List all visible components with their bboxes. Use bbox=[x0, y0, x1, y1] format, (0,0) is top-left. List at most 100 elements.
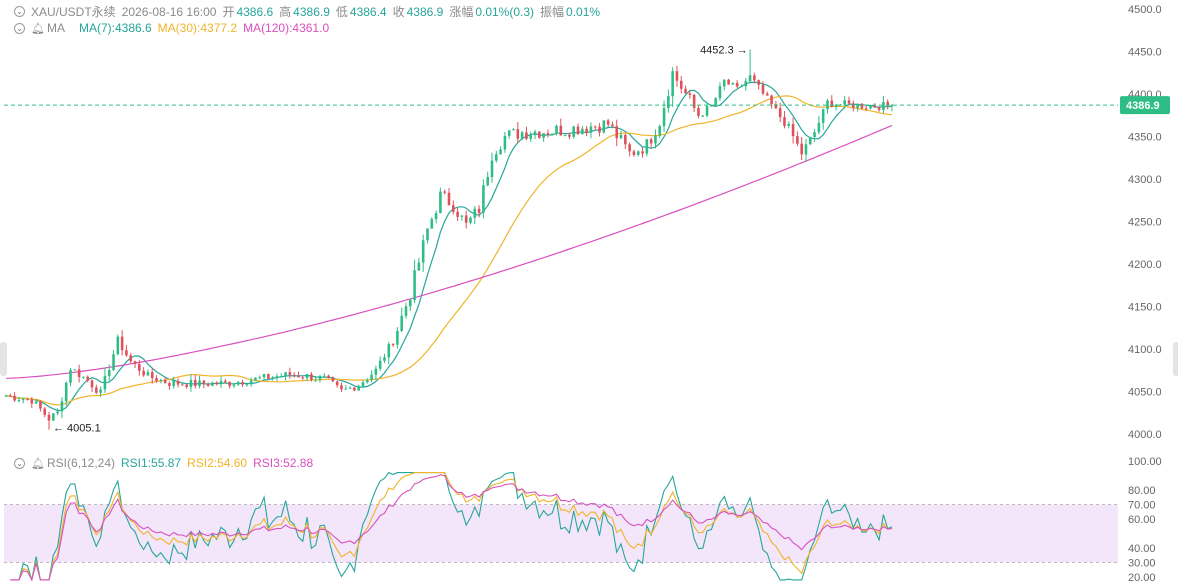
rsi-collapse-icon[interactable]: ⌄ bbox=[14, 457, 25, 469]
candle-body bbox=[538, 131, 541, 138]
price-tick-label: 4050.0 bbox=[1128, 387, 1162, 399]
candle-body bbox=[258, 377, 262, 379]
candle-body bbox=[90, 380, 94, 388]
candle-body bbox=[864, 108, 868, 110]
candle-body bbox=[697, 107, 700, 116]
candle-body bbox=[215, 382, 219, 385]
low-label: 低 bbox=[335, 5, 348, 19]
ma30-value: MA(30):4377.2 bbox=[157, 21, 238, 35]
candle-body bbox=[116, 336, 120, 355]
candle-body bbox=[172, 380, 176, 386]
candle-body bbox=[13, 395, 16, 401]
ma-name: MA bbox=[46, 21, 65, 35]
candle-body bbox=[357, 386, 360, 391]
candle-body bbox=[753, 75, 756, 81]
candle-body bbox=[856, 103, 859, 108]
candle-body bbox=[262, 374, 266, 378]
candle-body bbox=[800, 143, 803, 155]
candle-body bbox=[817, 122, 821, 133]
candle-body bbox=[206, 383, 210, 386]
change-label: 涨幅 bbox=[449, 5, 474, 19]
candle-body bbox=[236, 382, 240, 385]
candle-body bbox=[439, 191, 442, 214]
candle-body bbox=[529, 135, 533, 139]
candle-body bbox=[26, 399, 29, 401]
candle-body bbox=[254, 377, 257, 381]
candle-body bbox=[421, 240, 425, 263]
candle-body bbox=[628, 144, 631, 152]
candle-body bbox=[675, 71, 679, 81]
candle-body bbox=[288, 372, 292, 375]
candle-body bbox=[331, 377, 335, 382]
candle-body bbox=[632, 151, 636, 155]
candle-body bbox=[714, 98, 717, 106]
rsi2-value: RSI2:54.60 bbox=[187, 456, 248, 470]
candle-body bbox=[576, 126, 580, 135]
rsi-tick-label: 80.00 bbox=[1128, 485, 1156, 497]
candle-body bbox=[232, 384, 236, 387]
candle-body bbox=[460, 215, 464, 217]
candle-body bbox=[417, 262, 421, 271]
candle-body bbox=[834, 104, 838, 107]
candle-body bbox=[155, 378, 158, 382]
candle-body bbox=[146, 372, 150, 376]
candle-body bbox=[705, 106, 709, 116]
candle-body bbox=[396, 330, 399, 345]
candle-body bbox=[99, 389, 102, 393]
rsi-bell-icon[interactable]: 🔔︎ bbox=[31, 457, 45, 470]
candle-body bbox=[559, 125, 563, 136]
candle-body bbox=[572, 126, 576, 137]
price-tick-label: 4500.0 bbox=[1128, 4, 1162, 16]
amplitude-value: 0.01% bbox=[566, 4, 601, 19]
candle-body bbox=[813, 132, 816, 137]
candle-body bbox=[568, 134, 571, 137]
left-scroll-handle[interactable] bbox=[0, 342, 7, 376]
candle-body bbox=[344, 388, 348, 390]
candle-body bbox=[486, 176, 489, 186]
candle-body bbox=[443, 191, 446, 193]
price-tick-label: 4450.0 bbox=[1128, 47, 1162, 59]
candle-body bbox=[120, 336, 124, 351]
candle-body bbox=[495, 154, 498, 161]
candle-body bbox=[340, 385, 343, 390]
candle-body bbox=[383, 357, 386, 361]
candle-body bbox=[409, 300, 412, 307]
candle-body bbox=[791, 123, 795, 137]
rsi-line-rsi3 bbox=[10, 474, 893, 582]
rsi-legend: ⌄ 🔔︎ RSI(6,12,24) RSI1:55.87 RSI2:54.60 … bbox=[14, 456, 313, 470]
candle-body bbox=[847, 100, 851, 104]
candle-body bbox=[322, 375, 326, 377]
candle-body bbox=[520, 132, 524, 139]
candle-body bbox=[318, 375, 322, 380]
collapse-icon[interactable]: ⌄ bbox=[14, 6, 25, 17]
candle-body bbox=[722, 79, 726, 87]
ma-line-30 bbox=[5, 95, 893, 406]
candle-body bbox=[176, 380, 180, 385]
candle-body bbox=[138, 363, 141, 371]
candle-body bbox=[765, 93, 769, 96]
current-price-label: 4386.9 bbox=[1126, 100, 1160, 112]
candle-body bbox=[271, 377, 274, 379]
candle-body bbox=[783, 117, 786, 126]
candle-body bbox=[314, 379, 317, 381]
candle-body bbox=[43, 408, 46, 415]
bell-icon[interactable]: 🔔︎ bbox=[31, 22, 45, 35]
candle-body bbox=[886, 101, 889, 106]
candle-body bbox=[581, 128, 584, 135]
candle-body bbox=[202, 380, 206, 384]
candle-body bbox=[365, 379, 369, 383]
ma7-value: MA(7):4386.6 bbox=[78, 21, 152, 35]
candle-body bbox=[327, 375, 330, 378]
price-tick-label: 4200.0 bbox=[1128, 259, 1162, 271]
change-value: 0.01%(0.3) bbox=[475, 4, 535, 19]
candle-body bbox=[821, 109, 825, 123]
candle-body bbox=[39, 401, 42, 409]
candle-body bbox=[86, 376, 90, 381]
ma-collapse-icon[interactable]: ⌄ bbox=[14, 22, 25, 34]
right-scroll-handle[interactable] bbox=[1173, 342, 1178, 376]
candle-body bbox=[658, 125, 662, 136]
candle-body bbox=[654, 135, 657, 144]
candle-body bbox=[378, 360, 382, 369]
candle-body bbox=[555, 125, 558, 134]
